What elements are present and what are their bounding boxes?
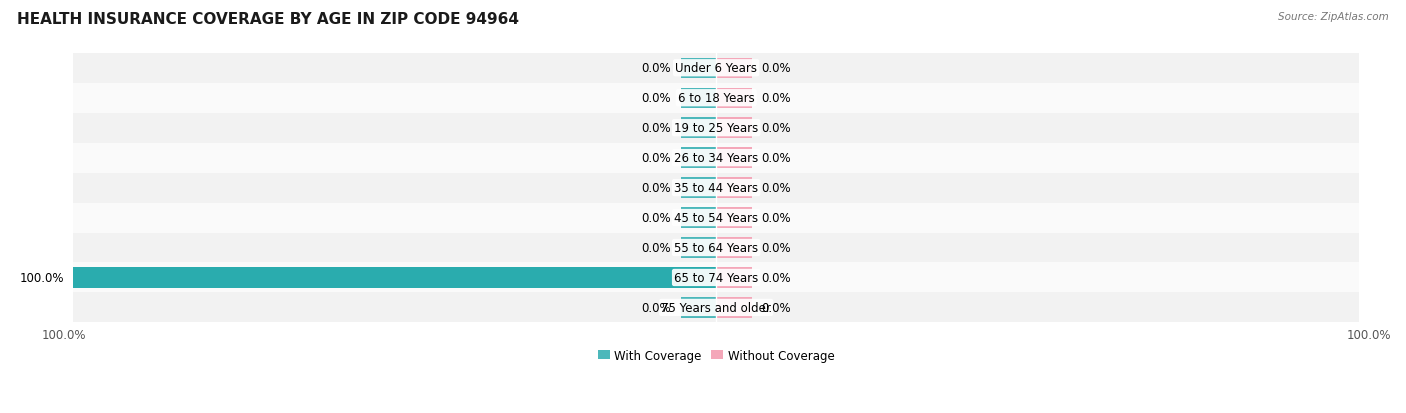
Text: 0.0%: 0.0% [641, 92, 671, 105]
Text: 0.0%: 0.0% [641, 301, 671, 314]
Text: 35 to 44 Years: 35 to 44 Years [673, 182, 758, 195]
Bar [681, 58, 716, 79]
Text: HEALTH INSURANCE COVERAGE BY AGE IN ZIP CODE 94964: HEALTH INSURANCE COVERAGE BY AGE IN ZIP … [17, 12, 519, 27]
Text: Under 6 Years: Under 6 Years [675, 62, 758, 75]
Bar [73, 263, 1358, 293]
Text: 0.0%: 0.0% [641, 242, 671, 254]
Bar [716, 297, 752, 318]
Text: 0.0%: 0.0% [761, 242, 790, 254]
Text: 0.0%: 0.0% [761, 152, 790, 165]
Text: 0.0%: 0.0% [761, 122, 790, 135]
Bar [73, 54, 1358, 83]
Text: 26 to 34 Years: 26 to 34 Years [673, 152, 758, 165]
Text: 19 to 25 Years: 19 to 25 Years [673, 122, 758, 135]
Text: 45 to 54 Years: 45 to 54 Years [673, 211, 758, 225]
Bar [716, 88, 752, 109]
Bar [681, 88, 716, 109]
Text: 75 Years and older: 75 Years and older [661, 301, 770, 314]
Text: 100.0%: 100.0% [20, 271, 63, 284]
Bar [716, 238, 752, 258]
Text: Source: ZipAtlas.com: Source: ZipAtlas.com [1278, 12, 1389, 22]
Bar [716, 208, 752, 228]
Bar [681, 178, 716, 198]
Bar [73, 203, 1358, 233]
Legend: With Coverage, Without Coverage: With Coverage, Without Coverage [598, 349, 835, 362]
Text: 0.0%: 0.0% [761, 271, 790, 284]
Bar [73, 173, 1358, 203]
Bar [716, 178, 752, 198]
Bar [73, 268, 716, 288]
Bar [73, 233, 1358, 263]
Bar [681, 118, 716, 138]
Text: 0.0%: 0.0% [641, 122, 671, 135]
Text: 0.0%: 0.0% [761, 182, 790, 195]
Text: 0.0%: 0.0% [761, 211, 790, 225]
Text: 0.0%: 0.0% [641, 182, 671, 195]
Bar [716, 118, 752, 138]
Text: 0.0%: 0.0% [761, 301, 790, 314]
Bar [681, 148, 716, 169]
Text: 0.0%: 0.0% [641, 152, 671, 165]
Text: 6 to 18 Years: 6 to 18 Years [678, 92, 755, 105]
Bar [681, 238, 716, 258]
Text: 0.0%: 0.0% [641, 62, 671, 75]
Bar [73, 114, 1358, 143]
Bar [716, 268, 752, 288]
Text: 0.0%: 0.0% [761, 92, 790, 105]
Text: 0.0%: 0.0% [761, 62, 790, 75]
Bar [73, 293, 1358, 323]
Bar [716, 148, 752, 169]
Text: 55 to 64 Years: 55 to 64 Years [673, 242, 758, 254]
Text: 0.0%: 0.0% [641, 211, 671, 225]
Bar [73, 83, 1358, 114]
Text: 65 to 74 Years: 65 to 74 Years [673, 271, 758, 284]
Bar [681, 208, 716, 228]
Text: 100.0%: 100.0% [41, 328, 86, 341]
Bar [73, 143, 1358, 173]
Bar [716, 58, 752, 79]
Bar [681, 297, 716, 318]
Text: 100.0%: 100.0% [1347, 328, 1391, 341]
